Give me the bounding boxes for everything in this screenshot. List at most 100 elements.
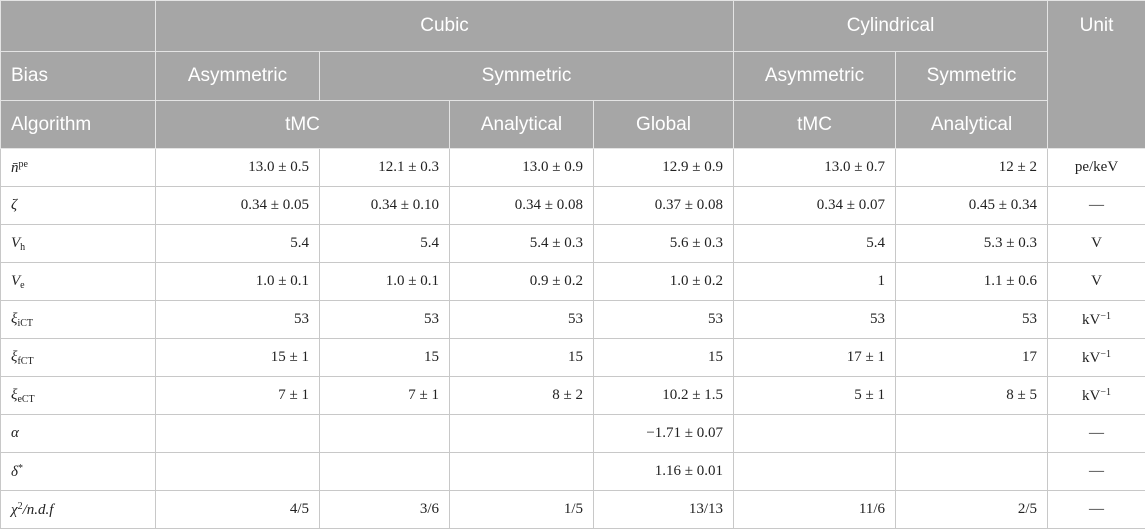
header-algorithm-cubic-global: Global — [592, 100, 735, 149]
value-cell: 10.2 ± 1.5 — [592, 376, 735, 415]
symbol-base: ξ — [11, 386, 18, 403]
parameter-symbol: δ* — [0, 452, 156, 491]
value-cell: 12 ± 2 — [895, 148, 1049, 187]
value-cell: 5 ± 1 — [733, 376, 897, 415]
unit-base: — — [1089, 197, 1105, 213]
value-cell: 0.34 ± 0.05 — [155, 186, 320, 225]
value-cell: 53 — [319, 300, 450, 339]
header-algorithm-cyl-tmc: tMC — [733, 100, 897, 149]
value-cell: 0.34 ± 0.10 — [319, 186, 450, 225]
unit-base: — — [1089, 501, 1105, 517]
value-cell: 3/6 — [319, 490, 450, 529]
unit-cell: — — [1047, 414, 1145, 453]
header-group-cylindrical: Cylindrical — [733, 0, 1049, 52]
value-cell: 12.1 ± 0.3 — [319, 148, 450, 187]
unit-base: kV — [1082, 387, 1101, 404]
table-row: ξfCT 15 ± 1 15 15 15 17 ± 1 17 kV−1 — [0, 338, 1145, 377]
header-group-cubic: Cubic — [154, 0, 735, 52]
table-row: n̄pe 13.0 ± 0.5 12.1 ± 0.3 13.0 ± 0.9 12.9 ±… — [0, 148, 1145, 187]
value-cell: 1/5 — [449, 490, 594, 529]
value-cell: 15 — [592, 338, 735, 377]
symbol-superscript: 2 — [17, 500, 23, 512]
value-cell — [155, 414, 320, 453]
parameter-symbol: Vh — [0, 224, 156, 263]
unit-cell: V — [1047, 262, 1145, 301]
value-cell: 53 — [895, 300, 1049, 339]
table-row: ξiCT 53 53 53 53 53 53 kV−1 — [0, 300, 1145, 339]
parameter-symbol: Ve — [0, 262, 156, 301]
unit-superscript: −1 — [1100, 348, 1112, 360]
symbol-tail: /n.d.f — [22, 501, 54, 518]
value-cell: −1.71 ± 0.07 — [592, 414, 735, 453]
value-cell: 15 — [449, 338, 594, 377]
header-algorithm-label: Algorithm — [0, 100, 156, 149]
symbol-base: ξ — [11, 310, 18, 327]
unit-cell: — — [1047, 186, 1145, 225]
value-cell: 5.4 — [155, 224, 320, 263]
unit-cell: kV−1 — [1047, 338, 1145, 377]
value-cell: 0.9 ± 0.2 — [449, 262, 594, 301]
value-cell: 53 — [733, 300, 897, 339]
unit-cell: V — [1047, 224, 1145, 263]
value-cell: 13.0 ± 0.9 — [449, 148, 594, 187]
value-cell: 15 ± 1 — [155, 338, 320, 377]
parameter-symbol: n̄pe — [0, 148, 156, 187]
value-cell: 1 — [733, 262, 897, 301]
unit-cell: pe/keV — [1047, 148, 1145, 187]
unit-base: V — [1091, 273, 1102, 289]
symbol-subscript: eCT — [17, 393, 35, 405]
symbol-base: ξ — [11, 348, 18, 365]
header-bias-cubic-symmetric: Symmetric — [318, 51, 735, 101]
value-cell: 1.0 ± 0.2 — [592, 262, 735, 301]
value-cell: 1.16 ± 0.01 — [592, 452, 735, 491]
value-cell: 1.0 ± 0.1 — [155, 262, 320, 301]
symbol-base: V — [11, 234, 21, 251]
table-row: Ve 1.0 ± 0.1 1.0 ± 0.1 0.9 ± 0.2 1.0 ± 0.2 1 1… — [0, 262, 1145, 301]
value-cell: 53 — [155, 300, 320, 339]
value-cell: 7 ± 1 — [155, 376, 320, 415]
header-algorithm-cubic-analytical: Analytical — [449, 100, 594, 149]
value-cell: 5.6 ± 0.3 — [592, 224, 735, 263]
value-cell: 4/5 — [155, 490, 320, 529]
unit-cell: kV−1 — [1047, 376, 1145, 415]
parameter-symbol: ξeCT — [0, 376, 156, 415]
symbol-subscript: fCT — [17, 355, 34, 367]
symbol-base: n̄ — [11, 159, 19, 176]
unit-cell: — — [1047, 452, 1145, 491]
value-cell — [449, 452, 594, 491]
value-cell: 0.34 ± 0.08 — [449, 186, 594, 225]
value-cell: 8 ± 2 — [449, 376, 594, 415]
value-cell: 8 ± 5 — [895, 376, 1049, 415]
symbol-superscript: * — [17, 462, 23, 474]
value-cell: 5.4 ± 0.3 — [449, 224, 594, 263]
parameter-symbol: α — [0, 414, 156, 453]
symbol-subscript: e — [20, 279, 25, 291]
header-algorithm-cyl-analytical: Analytical — [895, 100, 1049, 149]
value-cell — [155, 452, 320, 491]
unit-base: kV — [1082, 349, 1101, 366]
header-bias-label: Bias — [0, 51, 156, 101]
unit-cell: — — [1047, 490, 1145, 529]
unit-base: kV — [1082, 311, 1101, 328]
table-row: δ* 1.16 ± 0.01 — — [0, 452, 1145, 491]
value-cell: 0.34 ± 0.07 — [733, 186, 897, 225]
symbol-base: α — [11, 425, 19, 441]
unit-base: V — [1091, 235, 1102, 251]
value-cell — [733, 414, 897, 453]
symbol-base: ζ — [11, 197, 18, 213]
value-cell: 1.1 ± 0.6 — [895, 262, 1049, 301]
value-cell: 5.4 — [733, 224, 897, 263]
parameter-symbol: χ2/n.d.f — [0, 490, 156, 529]
value-cell: 7 ± 1 — [319, 376, 450, 415]
value-cell — [319, 452, 450, 491]
value-cell: 5.4 — [319, 224, 450, 263]
parameter-symbol: ζ — [0, 186, 156, 225]
value-cell: 53 — [592, 300, 735, 339]
unit-cell: kV−1 — [1047, 300, 1145, 339]
value-cell: 11/6 — [733, 490, 897, 529]
unit-base: pe/keV — [1074, 159, 1119, 175]
table-row: α −1.71 ± 0.07 — — [0, 414, 1145, 453]
header-corner — [0, 0, 156, 52]
